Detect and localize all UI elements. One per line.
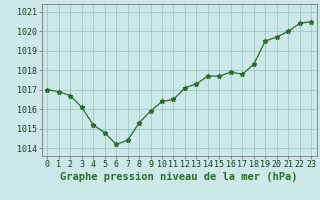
X-axis label: Graphe pression niveau de la mer (hPa): Graphe pression niveau de la mer (hPa) bbox=[60, 172, 298, 182]
